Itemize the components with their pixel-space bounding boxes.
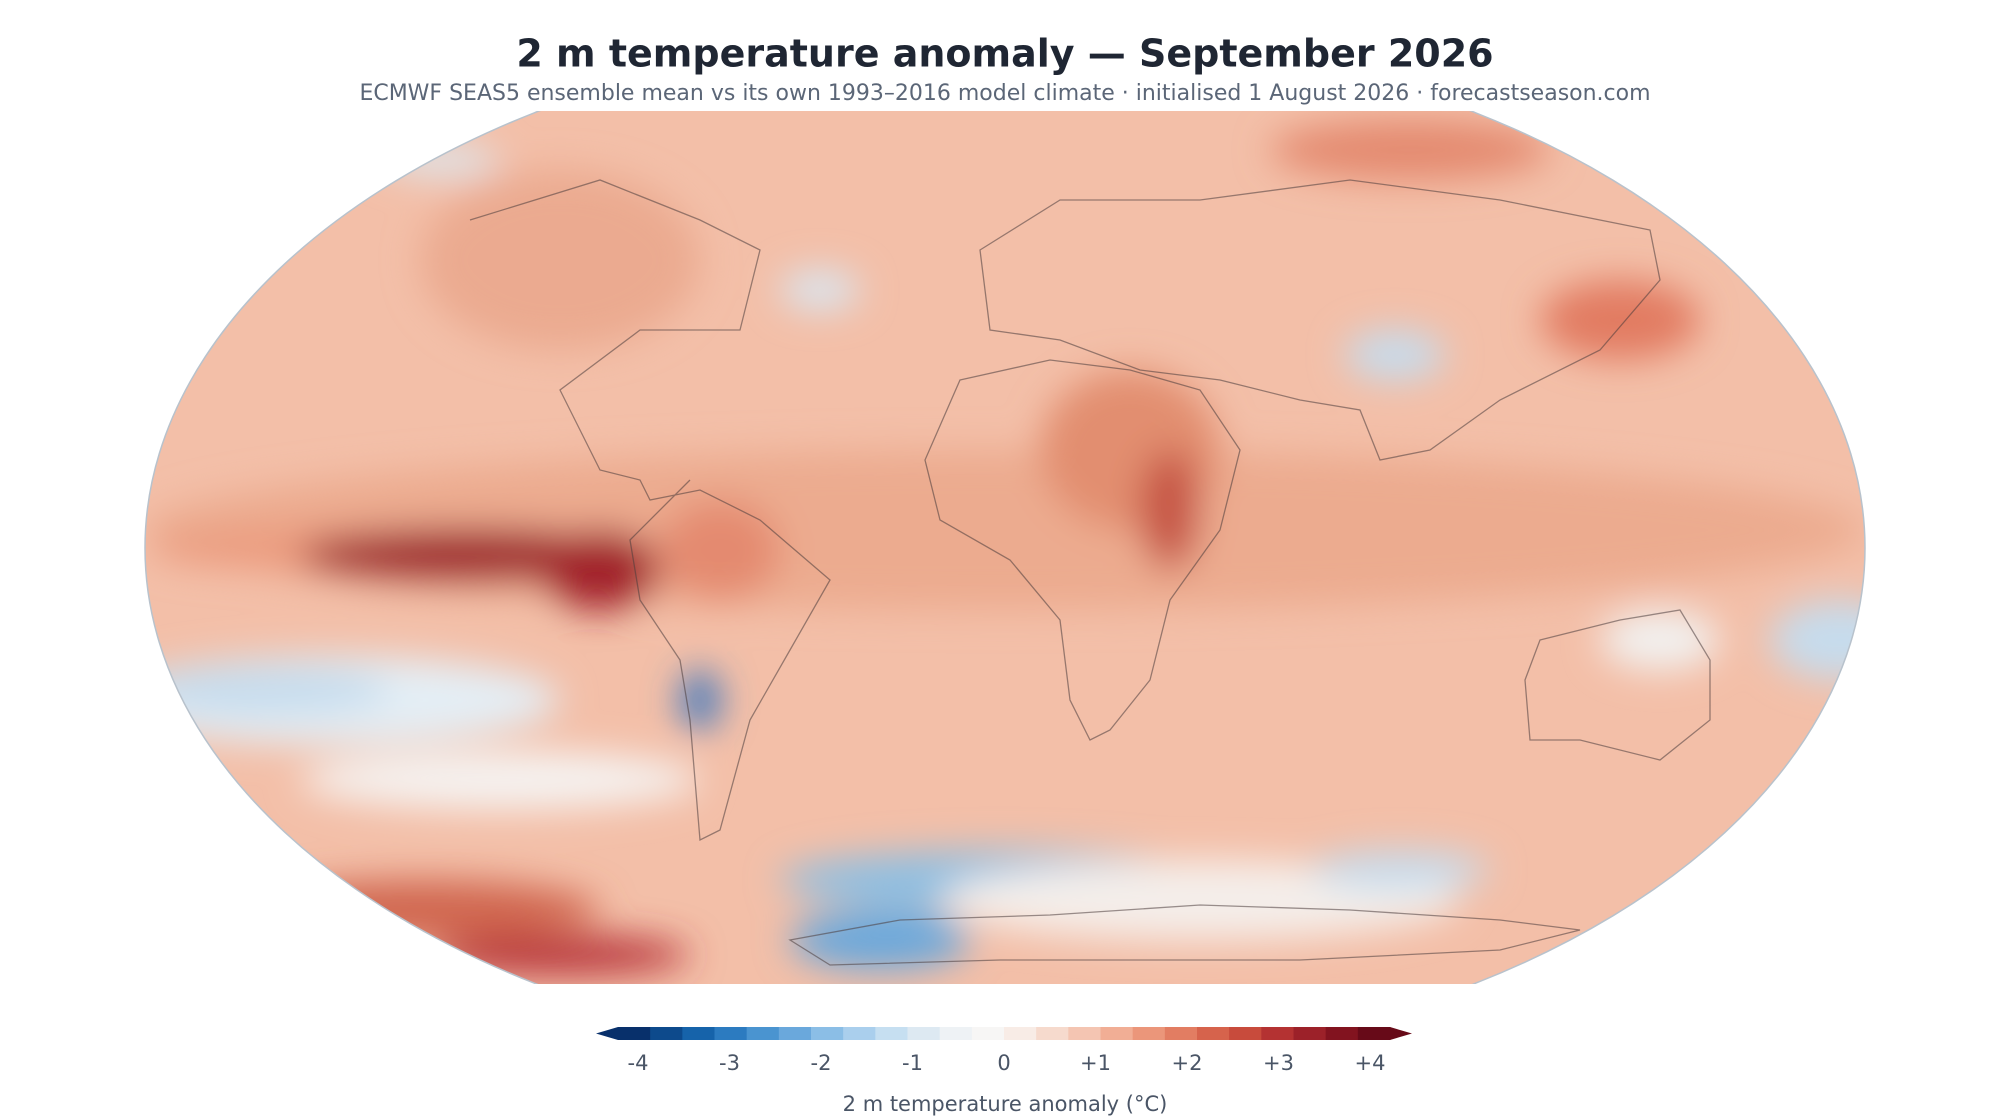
colorbar-segment — [1004, 1027, 1037, 1040]
colorbar-segment — [1357, 1027, 1391, 1040]
colorbar-segment — [971, 1027, 1005, 1040]
colorbar-segment — [875, 1027, 908, 1040]
title: 2 m temperature anomaly — September 2026 — [516, 32, 1493, 76]
colorbar-segment — [650, 1027, 683, 1040]
colorbar: -4 -3 -2 -1 0 +1 +2 +3 +4 — [596, 1027, 1412, 1075]
colorbar-segment — [939, 1027, 973, 1040]
colorbar-segment — [1325, 1027, 1359, 1040]
colorbar-label: 2 m temperature anomaly (°C) — [843, 1092, 1168, 1116]
colorbar-segment — [778, 1027, 812, 1040]
colorbar-tick-label: +1 — [1080, 1051, 1111, 1075]
colorbar-tick-label: +2 — [1172, 1051, 1203, 1075]
colorbar-tick-label: 0 — [997, 1051, 1010, 1075]
colorbar-tick-label: +3 — [1263, 1051, 1294, 1075]
colorbar-segment — [1229, 1027, 1262, 1040]
colorbar-segment — [1132, 1027, 1166, 1040]
colorbar-segment — [811, 1027, 844, 1040]
colorbar-tick-label: -1 — [902, 1051, 923, 1075]
colorbar-segment — [746, 1027, 780, 1040]
colorbar-segment — [618, 1027, 651, 1040]
colorbar-tick-label: -3 — [719, 1051, 740, 1075]
colorbar-segment — [682, 1027, 715, 1040]
colorbar-segment — [1197, 1027, 1230, 1040]
colorbar-segment — [1293, 1027, 1327, 1040]
colorbar-segment — [1036, 1027, 1069, 1040]
colorbar-tick-label: -2 — [811, 1051, 832, 1075]
coastlines — [469, 179, 1711, 966]
colorbar-segment — [843, 1027, 876, 1040]
colorbar-extend — [596, 1027, 618, 1040]
colorbar-segment — [714, 1027, 748, 1040]
subtitle: ECMWF SEAS5 ensemble mean vs its own 199… — [359, 81, 1650, 106]
colorbar-tick-label: +4 — [1355, 1051, 1386, 1075]
colorbar-segment — [1068, 1027, 1101, 1040]
colorbar-tick-label: -4 — [628, 1051, 649, 1075]
colorbar-segment — [1261, 1027, 1294, 1040]
colorbar-extend — [1390, 1027, 1412, 1040]
colorbar-segment — [907, 1027, 941, 1040]
map — [144, 111, 1866, 984]
colorbar-segment — [1164, 1027, 1198, 1040]
colorbar-segment — [1100, 1027, 1134, 1040]
